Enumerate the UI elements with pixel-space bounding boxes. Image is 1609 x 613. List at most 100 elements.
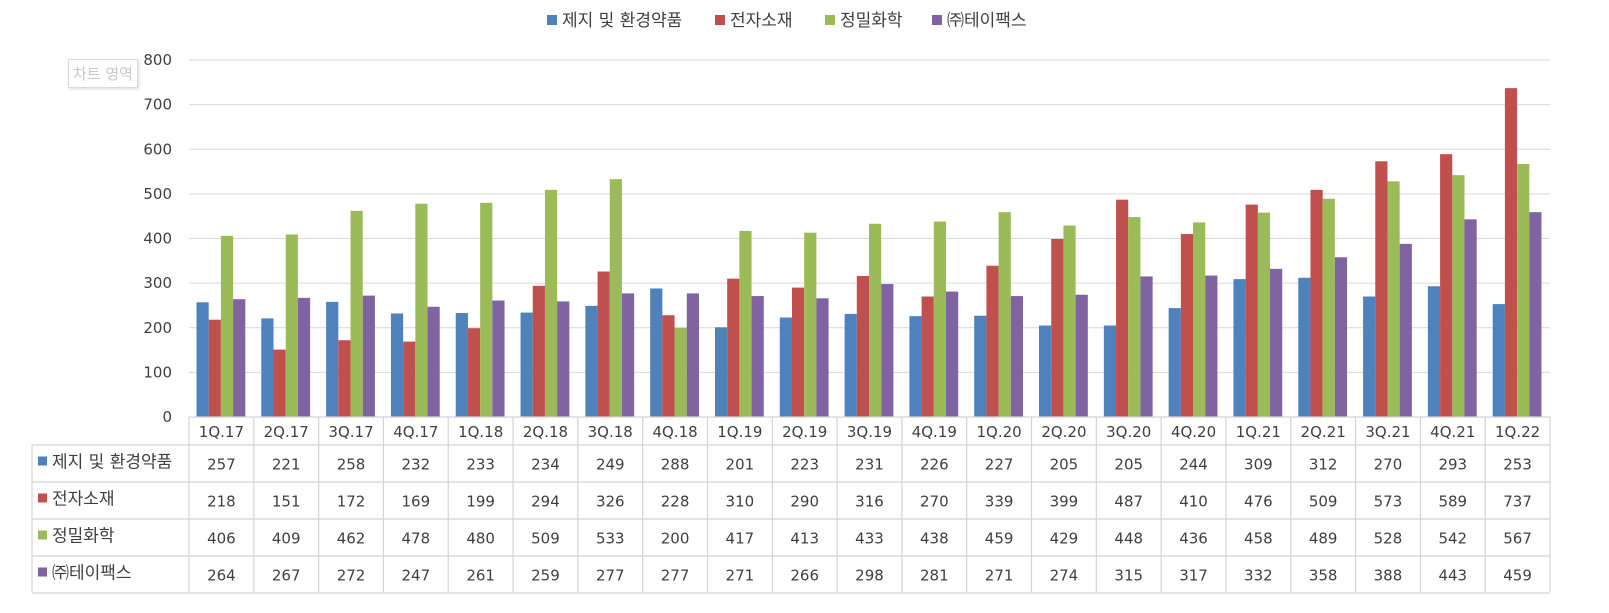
data-label: 234	[531, 456, 560, 474]
bar	[455, 313, 468, 417]
x-tick-label: 3Q.18	[588, 423, 633, 441]
data-label: 244	[1179, 456, 1208, 474]
data-label: 151	[272, 493, 301, 511]
bar	[933, 221, 947, 417]
bar	[1180, 234, 1194, 417]
bar	[674, 327, 687, 417]
bar	[196, 302, 209, 417]
data-label: 309	[1244, 456, 1273, 474]
data-label: 270	[920, 493, 949, 511]
y-tick-label: 300	[143, 274, 172, 292]
bar	[467, 328, 481, 417]
legend-label: 정밀화학	[840, 11, 903, 31]
data-label: 227	[985, 456, 1014, 474]
bar	[974, 315, 987, 417]
y-tick-label: 200	[143, 319, 172, 337]
bar	[1140, 276, 1153, 417]
data-label: 358	[1309, 567, 1338, 585]
y-tick-label: 700	[143, 96, 172, 114]
bar	[532, 285, 545, 417]
data-label: 201	[726, 456, 755, 474]
bar	[844, 313, 857, 417]
x-tick-label: 3Q.21	[1365, 423, 1410, 441]
data-label: 271	[985, 567, 1014, 585]
data-label: 199	[466, 493, 495, 511]
legend-label: 전자소재	[730, 11, 793, 31]
bar	[585, 305, 598, 417]
data-label: 253	[1503, 456, 1532, 474]
x-tick-label: 1Q.20	[977, 423, 1022, 441]
table-series-label: ㈜테이팩스	[52, 564, 132, 584]
bar	[779, 317, 792, 417]
bar	[1193, 222, 1206, 417]
data-label: 542	[1438, 530, 1467, 548]
data-label: 261	[466, 567, 495, 585]
legend-label: 제지 및 환경약품	[562, 11, 682, 31]
data-label: 257	[207, 456, 236, 474]
bar	[1464, 219, 1477, 417]
chart-area-tooltip: 차트 영역	[68, 59, 138, 88]
x-tick-label: 3Q.20	[1106, 423, 1151, 441]
bar	[1075, 294, 1088, 417]
table-legend-swatch	[38, 530, 47, 540]
bar	[557, 301, 570, 417]
data-label: 200	[661, 530, 690, 548]
bar	[1205, 275, 1218, 417]
data-label: 459	[985, 530, 1014, 548]
data-label: 223	[790, 456, 819, 474]
y-tick-label: 500	[143, 185, 172, 203]
bar	[909, 316, 922, 417]
data-label: 310	[726, 493, 755, 511]
x-tick-label: 4Q.19	[912, 423, 957, 441]
x-tick-label: 4Q.17	[393, 423, 438, 441]
y-tick-label: 100	[143, 363, 172, 381]
bar	[998, 212, 1011, 417]
data-label: 205	[1050, 456, 1079, 474]
data-label: 231	[855, 456, 884, 474]
bar	[1168, 308, 1181, 417]
data-label: 232	[402, 456, 431, 474]
data-label: 205	[1114, 456, 1143, 474]
bar	[1103, 325, 1117, 417]
data-label: 316	[855, 493, 884, 511]
bars	[196, 88, 1542, 418]
bar	[1051, 238, 1064, 417]
data-label: 277	[661, 567, 690, 585]
bar	[1310, 189, 1323, 417]
bar	[714, 327, 728, 417]
bar	[285, 234, 298, 417]
legend-swatch	[715, 15, 725, 25]
data-label: 480	[466, 530, 495, 548]
bar	[403, 341, 416, 417]
bar	[1399, 243, 1412, 417]
data-label: 249	[596, 456, 625, 474]
x-tick-label: 3Q.19	[847, 423, 892, 441]
x-tick-label: 2Q.21	[1301, 423, 1346, 441]
bar	[1492, 304, 1505, 417]
data-label: 290	[790, 493, 819, 511]
data-label: 476	[1244, 493, 1273, 511]
data-label: 429	[1050, 530, 1079, 548]
bar	[597, 271, 610, 417]
data-label: 533	[596, 530, 625, 548]
legend-swatch	[547, 15, 557, 25]
data-label: 489	[1309, 530, 1338, 548]
data-label: 487	[1114, 493, 1143, 511]
data-label: 436	[1179, 530, 1208, 548]
bar	[1334, 257, 1348, 417]
data-label: 266	[790, 567, 819, 585]
data-label: 509	[531, 530, 560, 548]
data-label: 459	[1503, 567, 1532, 585]
data-label: 573	[1374, 493, 1403, 511]
bar	[1363, 296, 1376, 417]
bar	[986, 265, 999, 417]
data-label: 258	[337, 456, 366, 474]
data-label: 509	[1309, 493, 1338, 511]
bar	[1128, 217, 1141, 417]
bar	[1322, 198, 1335, 417]
y-tick-label: 400	[143, 230, 172, 248]
x-tick-label: 4Q.21	[1430, 423, 1475, 441]
data-label: 294	[531, 493, 560, 511]
bar	[326, 301, 339, 417]
data-label: 228	[661, 493, 690, 511]
